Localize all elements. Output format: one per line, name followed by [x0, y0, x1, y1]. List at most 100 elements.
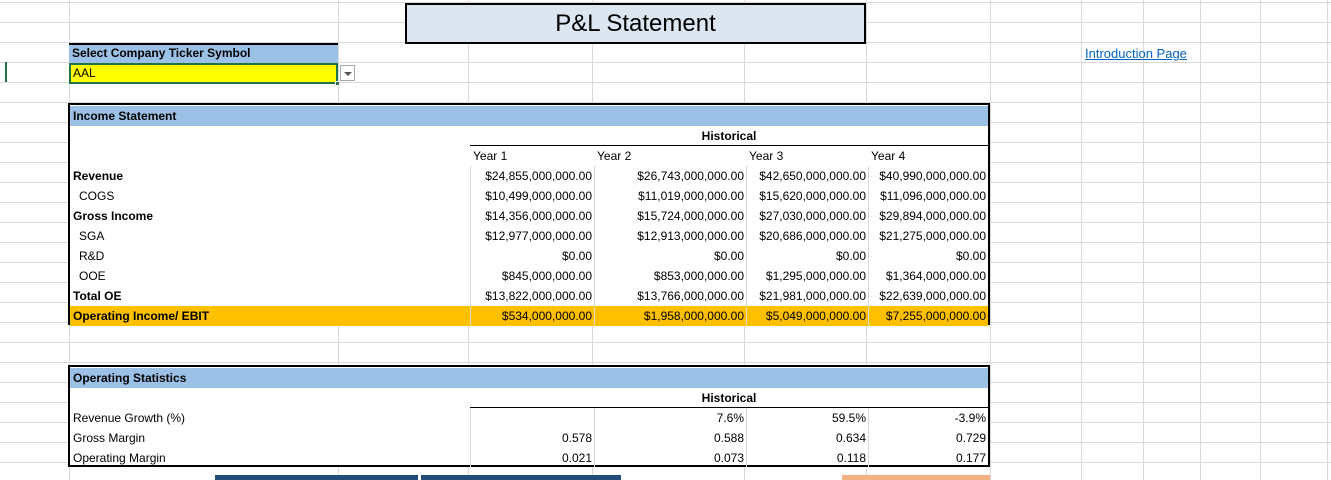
table-row: SGA $12,977,000,000.00 $12,913,000,000.00 $…	[70, 226, 988, 246]
grid-line	[1327, 0, 1328, 480]
value-cell: 59.5%	[746, 408, 868, 428]
value-cell: $1,295,000,000.00	[746, 266, 868, 286]
chevron-down-icon	[344, 72, 352, 76]
value-cell: $845,000,000.00	[470, 266, 594, 286]
table-row: OOE $845,000,000.00 $853,000,000.00 $1,295,…	[70, 266, 988, 286]
value-cell: $20,686,000,000.00	[746, 226, 868, 246]
value-cell	[470, 408, 594, 428]
value-cell: $29,894,000,000.00	[868, 206, 988, 226]
dropdown-button[interactable]	[340, 65, 355, 81]
table-row: R&D $0.00 $0.00 $0.00 $0.00	[70, 246, 988, 266]
row-label: Gross Income	[73, 209, 154, 223]
grid-line	[1081, 0, 1082, 480]
row-label: R&D	[79, 249, 105, 263]
table-row: Revenue Growth (%) 7.6% 59.5% -3.9%	[70, 408, 988, 428]
value-cell: $0.00	[746, 246, 868, 266]
value-cell: $15,724,000,000.00	[594, 206, 746, 226]
value-cell: $27,030,000,000.00	[746, 206, 868, 226]
value-cell: $1,364,000,000.00	[868, 266, 988, 286]
sheet-tab[interactable]	[421, 475, 621, 480]
year-header: Year 4	[871, 149, 906, 163]
grid-line	[0, 342, 1331, 343]
table-row: Operating Margin 0.021 0.073 0.118 0.177	[70, 448, 988, 468]
year-header: Year 3	[749, 149, 784, 163]
table-row: Operating Income/ EBIT $534,000,000.00 $1,…	[70, 306, 988, 326]
grid-line	[990, 0, 991, 480]
sheet-tab[interactable]	[842, 475, 990, 480]
operating-statistics-header: Operating Statistics	[70, 368, 988, 388]
row-marker	[5, 62, 7, 82]
value-cell: 0.073	[594, 448, 746, 468]
grid-line	[0, 362, 1331, 363]
grid-line	[0, 62, 1331, 63]
value-cell: 0.021	[470, 448, 594, 468]
grid-line	[1260, 0, 1261, 480]
table-row: COGS $10,499,000,000.00 $11,019,000,000.00…	[70, 186, 988, 206]
stats-historical-label: Historical	[470, 388, 988, 408]
value-cell: $0.00	[594, 246, 746, 266]
year-header: Year 1	[473, 149, 508, 163]
value-cell: $22,639,000,000.00	[868, 286, 988, 306]
value-cell: $12,977,000,000.00	[470, 226, 594, 246]
grid-line	[0, 102, 1331, 103]
value-cell: -3.9%	[868, 408, 988, 428]
grid-line	[0, 2, 1331, 3]
selection-handle[interactable]	[335, 81, 340, 86]
income-statement-table: Income Statement Historical Year 1 Year 2…	[68, 103, 990, 326]
row-label: Operating Margin	[73, 451, 166, 465]
value-cell: $853,000,000.00	[594, 266, 746, 286]
value-cell: $26,743,000,000.00	[594, 166, 746, 186]
grid-line	[1143, 0, 1144, 480]
value-cell: $15,620,000,000.00	[746, 186, 868, 206]
value-cell: $40,990,000,000.00	[868, 166, 988, 186]
value-cell: $12,913,000,000.00	[594, 226, 746, 246]
ticker-selector-label: Select Company Ticker Symbol	[69, 43, 338, 63]
value-cell: $21,981,000,000.00	[746, 286, 868, 306]
value-cell: $11,019,000,000.00	[594, 186, 746, 206]
sheet-tab[interactable]	[215, 475, 418, 480]
row-label: Total OE	[73, 289, 122, 303]
value-cell: $42,650,000,000.00	[746, 166, 868, 186]
introduction-page-link[interactable]: Introduction Page	[1085, 46, 1187, 61]
table-row: Gross Income $14,356,000,000.00 $15,724,00…	[70, 206, 988, 226]
income-statement-header: Income Statement	[70, 106, 988, 126]
value-cell: 7.6%	[594, 408, 746, 428]
row-label: SGA	[79, 229, 105, 243]
value-cell: $11,096,000,000.00	[868, 186, 988, 206]
value-cell: $1,958,000,000.00	[594, 306, 746, 326]
value-cell: $13,822,000,000.00	[470, 286, 594, 306]
value-cell: $7,255,000,000.00	[868, 306, 988, 326]
value-cell: 0.118	[746, 448, 868, 468]
operating-statistics-table: Operating Statistics Historical Revenue …	[68, 365, 990, 468]
value-cell: 0.634	[746, 428, 868, 448]
row-label: Operating Income/ EBIT	[73, 309, 210, 323]
value-cell: $0.00	[470, 246, 594, 266]
page-title: P&L Statement	[405, 3, 866, 44]
grid-line	[1200, 0, 1201, 480]
grid-line	[0, 82, 1331, 83]
value-cell: $10,499,000,000.00	[470, 186, 594, 206]
row-label: Revenue Growth (%)	[73, 411, 186, 425]
row-label: Gross Margin	[73, 431, 146, 445]
income-historical-label: Historical	[470, 126, 988, 146]
ticker-selector-field[interactable]: AAL	[69, 63, 338, 84]
value-cell: 0.588	[594, 428, 746, 448]
table-row: Gross Margin 0.578 0.588 0.634 0.729	[70, 428, 988, 448]
value-cell: $0.00	[868, 246, 988, 266]
value-cell: 0.177	[868, 448, 988, 468]
value-cell: $13,766,000,000.00	[594, 286, 746, 306]
value-cell: $5,049,000,000.00	[746, 306, 868, 326]
table-row: Total OE $13,822,000,000.00 $13,766,000,00…	[70, 286, 988, 306]
row-label: COGS	[79, 189, 115, 203]
row-label: OOE	[79, 269, 106, 283]
year-header: Year 2	[597, 149, 632, 163]
value-cell: $534,000,000.00	[470, 306, 594, 326]
row-label: Revenue	[73, 169, 124, 183]
table-row: Revenue $24,855,000,000.00 $26,743,000,000…	[70, 166, 988, 186]
value-cell: 0.578	[470, 428, 594, 448]
value-cell: $24,855,000,000.00	[470, 166, 594, 186]
value-cell: $14,356,000,000.00	[470, 206, 594, 226]
ticker-value: AAL	[73, 66, 96, 80]
value-cell: $21,275,000,000.00	[868, 226, 988, 246]
value-cell: 0.729	[868, 428, 988, 448]
